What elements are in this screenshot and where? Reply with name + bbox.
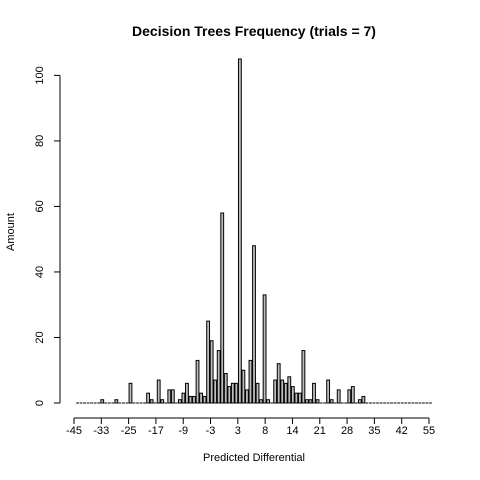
x-tick-label: 55 bbox=[423, 425, 435, 437]
bar bbox=[209, 340, 214, 404]
bar bbox=[206, 320, 211, 404]
bar bbox=[220, 212, 225, 404]
bar bbox=[357, 399, 362, 404]
bar bbox=[149, 399, 154, 404]
x-tick-label: -45 bbox=[66, 425, 82, 437]
bar bbox=[202, 395, 207, 404]
bar bbox=[347, 389, 352, 404]
x-tick-label: 42 bbox=[396, 425, 408, 437]
bar bbox=[290, 386, 295, 404]
x-tick-label: 8 bbox=[262, 425, 268, 437]
bar bbox=[305, 399, 309, 404]
y-axis: 0 20 40 60 80 100 bbox=[34, 66, 61, 406]
x-tick-label: 3 bbox=[235, 425, 241, 437]
bar bbox=[273, 379, 278, 404]
bar bbox=[160, 399, 165, 404]
x-tick-label: -17 bbox=[148, 425, 164, 437]
bar bbox=[213, 379, 218, 404]
bar bbox=[241, 369, 246, 404]
bar bbox=[262, 294, 267, 404]
y-tick-label: 80 bbox=[34, 135, 46, 147]
bar bbox=[170, 389, 175, 404]
bar bbox=[301, 350, 306, 404]
bar bbox=[245, 389, 249, 404]
x-tick-label: 35 bbox=[368, 425, 380, 437]
y-tick-label: 0 bbox=[34, 400, 46, 406]
chart-title: Decision Trees Frequency (trials = 7) bbox=[132, 23, 376, 39]
bar bbox=[237, 58, 242, 404]
bar bbox=[128, 382, 133, 404]
bar bbox=[329, 399, 334, 404]
bar bbox=[315, 399, 320, 404]
x-tick-label: 21 bbox=[314, 425, 326, 437]
bar bbox=[234, 382, 239, 404]
bar bbox=[146, 392, 151, 404]
bars bbox=[76, 58, 432, 404]
bar bbox=[230, 382, 235, 404]
y-axis-label: Amount bbox=[5, 213, 17, 251]
y-tick-label: 60 bbox=[34, 200, 46, 212]
bar bbox=[252, 245, 256, 404]
bar bbox=[297, 392, 302, 404]
bar bbox=[308, 399, 313, 404]
bar bbox=[266, 399, 271, 404]
bar bbox=[280, 379, 285, 404]
bar bbox=[185, 382, 189, 404]
x-tick-label: -33 bbox=[93, 425, 109, 437]
bar bbox=[100, 399, 105, 404]
x-tick-label: -3 bbox=[206, 425, 216, 437]
bar bbox=[259, 399, 263, 404]
bar bbox=[216, 350, 221, 404]
bar bbox=[248, 359, 253, 404]
bar bbox=[195, 359, 200, 404]
bar bbox=[326, 379, 331, 404]
bar bbox=[199, 392, 203, 404]
bar bbox=[255, 382, 260, 404]
y-tick-label: 40 bbox=[34, 266, 46, 278]
bar bbox=[156, 379, 161, 404]
bar bbox=[167, 389, 172, 404]
y-tick-label: 20 bbox=[34, 331, 46, 343]
bar bbox=[294, 392, 299, 404]
bar bbox=[336, 389, 341, 404]
bar bbox=[188, 395, 193, 404]
bar bbox=[287, 376, 292, 404]
bar bbox=[361, 395, 366, 404]
x-axis: -45 -33 -25 -17 -9 -3 3 8 14 21 28 35 42 55 bbox=[66, 417, 435, 437]
bar bbox=[227, 386, 232, 404]
x-tick-label: 14 bbox=[286, 425, 298, 437]
y-tick-label: 100 bbox=[34, 66, 46, 84]
x-tick-label: -9 bbox=[178, 425, 188, 437]
bar bbox=[223, 373, 228, 404]
x-tick-label: -25 bbox=[121, 425, 137, 437]
bar bbox=[350, 386, 355, 404]
bar bbox=[192, 395, 196, 404]
bar bbox=[114, 399, 119, 404]
bar bbox=[312, 382, 316, 404]
bar bbox=[276, 363, 281, 404]
bar bbox=[177, 399, 182, 404]
x-axis-label: Predicted Differential bbox=[203, 452, 305, 464]
bar bbox=[283, 382, 288, 404]
bar bbox=[181, 392, 186, 404]
x-tick-label: 28 bbox=[341, 425, 353, 437]
